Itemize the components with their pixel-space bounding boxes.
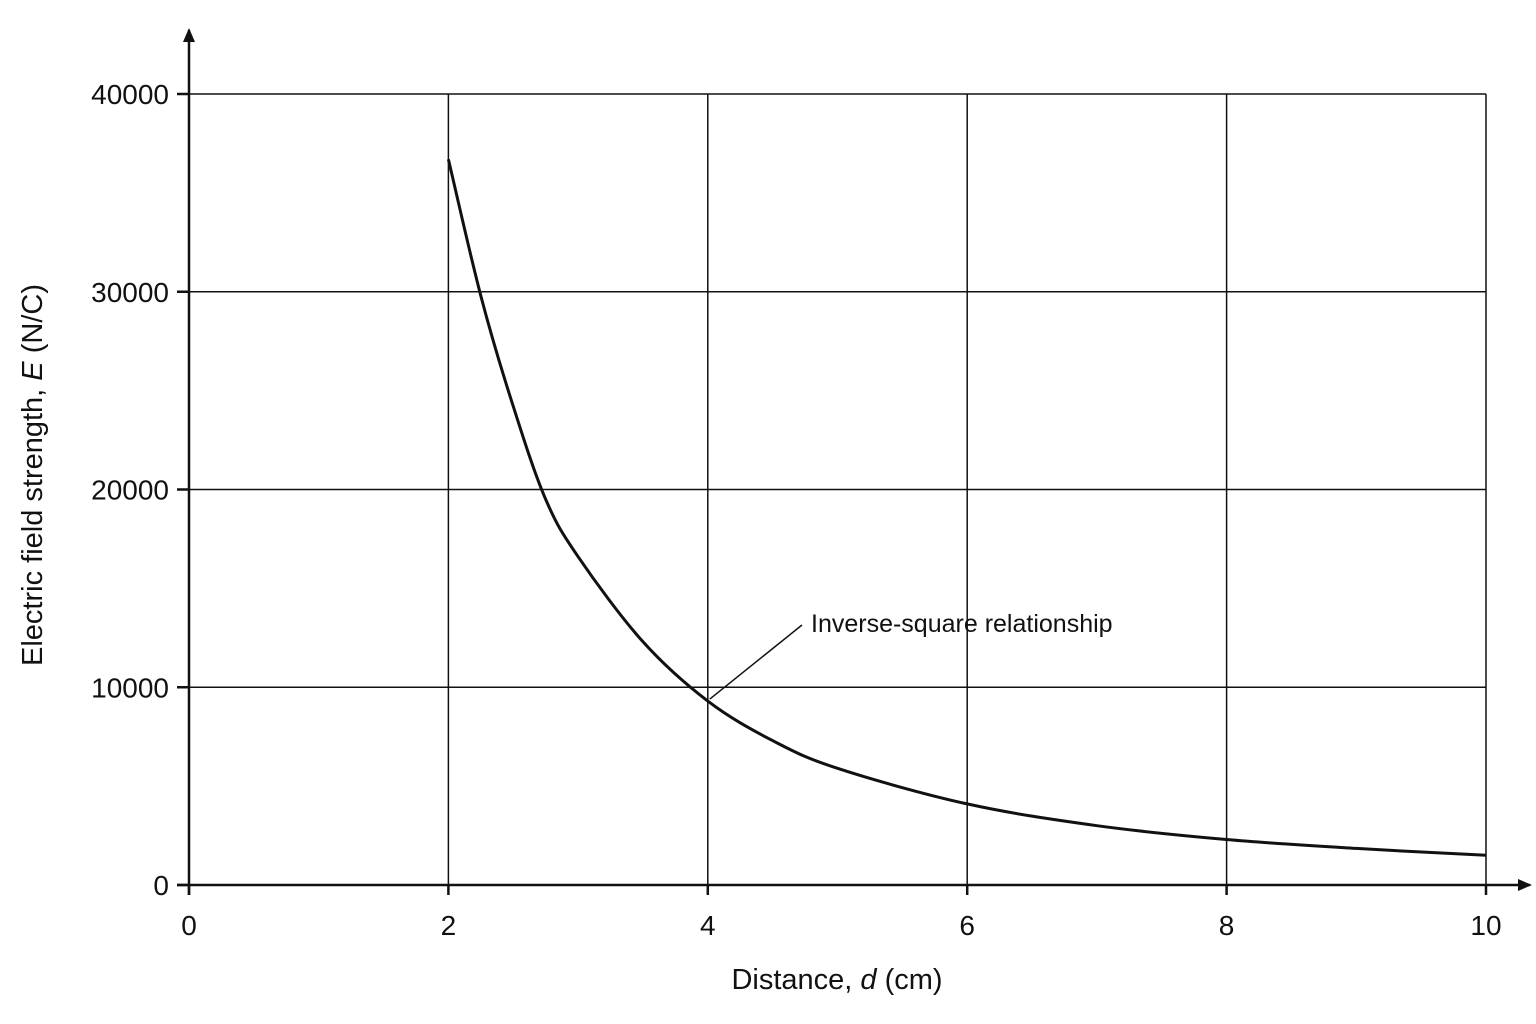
x-tick-label-8: 8 xyxy=(1219,910,1235,941)
x-tick-label-6: 6 xyxy=(959,910,975,941)
x-tick-label-2: 2 xyxy=(441,910,457,941)
series-line-0 xyxy=(446,158,1487,857)
tick-labels: 0 2 4 6 8 10 0 10000 20000 30000 40000 xyxy=(91,79,1501,941)
x-axis-label: Distance, d (cm) xyxy=(731,964,942,996)
y-axis-label: Electric field strength, E (N/C) xyxy=(17,284,49,666)
y-tick-label-40000: 40000 xyxy=(91,79,169,110)
y-tick-label-20000: 20000 xyxy=(91,475,169,506)
x-tick-label-10: 10 xyxy=(1470,910,1501,941)
annotation-leader-0 xyxy=(709,624,803,700)
y-tick-label-0: 0 xyxy=(153,870,169,901)
x-tick-label-0: 0 xyxy=(181,910,197,941)
axes xyxy=(177,28,1532,895)
y-tick-label-30000: 30000 xyxy=(91,277,169,308)
annotation-label-0: Inverse-square relationship xyxy=(811,610,1113,638)
annotations: Inverse-square relationship xyxy=(709,610,1113,700)
y-tick-label-10000: 10000 xyxy=(91,672,169,703)
x-tick-label-4: 4 xyxy=(700,910,716,941)
grid xyxy=(189,93,1487,885)
series xyxy=(446,158,1487,857)
